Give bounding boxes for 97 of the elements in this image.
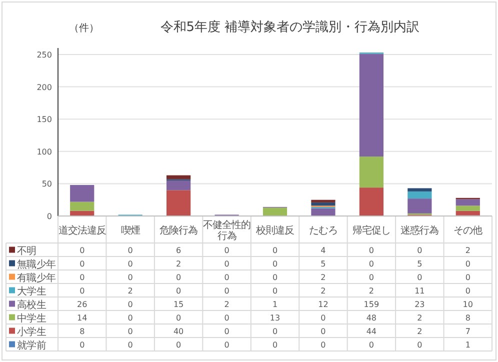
data-label: 0 bbox=[465, 272, 470, 282]
data-label: 48 bbox=[366, 313, 377, 322]
x-tick-label: たむろ bbox=[308, 226, 338, 236]
data-label: 40 bbox=[173, 326, 184, 336]
y-tick-label: 150 bbox=[36, 115, 52, 124]
data-label: 0 bbox=[80, 286, 85, 296]
x-tick-label: 喫煙 bbox=[120, 224, 140, 236]
data-label: 0 bbox=[224, 326, 230, 336]
data-label: 0 bbox=[224, 340, 230, 350]
data-label: 0 bbox=[128, 272, 133, 282]
data-label: 5 bbox=[320, 259, 326, 268]
data-label: 0 bbox=[368, 340, 374, 350]
x-tick-label: その他 bbox=[454, 224, 483, 236]
data-label: 14 bbox=[77, 313, 88, 322]
legend-label: 中学生 bbox=[17, 312, 46, 324]
data-label: 44 bbox=[366, 326, 377, 336]
data-label: 2 bbox=[176, 259, 182, 268]
data-label: 0 bbox=[272, 340, 278, 350]
data-label: 7 bbox=[465, 326, 470, 336]
data-label: 159 bbox=[364, 300, 380, 309]
y-tick-label: 250 bbox=[36, 50, 52, 60]
data-label: 0 bbox=[320, 313, 326, 322]
data-label: 0 bbox=[224, 313, 230, 322]
data-label: 2 bbox=[417, 326, 422, 336]
data-label: 0 bbox=[224, 259, 230, 268]
data-label: 0 bbox=[176, 272, 182, 282]
data-label: 0 bbox=[176, 313, 182, 322]
data-label: 0 bbox=[272, 272, 278, 282]
data-label: 8 bbox=[465, 313, 470, 322]
x-tick-label: 校則違反 bbox=[255, 224, 294, 236]
data-label: 0 bbox=[465, 286, 470, 296]
data-label: 2 bbox=[320, 272, 326, 282]
data-label: 0 bbox=[224, 246, 230, 255]
data-label: 1 bbox=[272, 300, 278, 309]
legend-label: 小学生 bbox=[17, 326, 46, 338]
data-label: 0 bbox=[80, 340, 85, 350]
data-label: 0 bbox=[224, 272, 230, 282]
data-label: 0 bbox=[128, 326, 133, 336]
data-label: 0 bbox=[128, 340, 133, 350]
x-tick-label: 帰宅促し bbox=[352, 224, 390, 236]
legend-label: 就学前 bbox=[17, 339, 46, 352]
data-label: 0 bbox=[417, 272, 422, 282]
data-label: 12 bbox=[318, 300, 328, 309]
data-label: 0 bbox=[176, 286, 182, 296]
legend-label: 有職少年 bbox=[17, 272, 56, 284]
y-tick-label: 200 bbox=[36, 82, 52, 92]
data-label: 0 bbox=[272, 246, 278, 255]
data-label: 6 bbox=[176, 246, 182, 255]
data-label: 0 bbox=[128, 313, 133, 322]
data-label: 23 bbox=[414, 300, 425, 309]
data-label: 0 bbox=[368, 246, 374, 255]
data-label: 2 bbox=[128, 286, 133, 296]
data-label: 0 bbox=[320, 326, 326, 336]
data-label: 0 bbox=[128, 300, 133, 309]
data-label: 2 bbox=[320, 286, 326, 296]
chart-title: 令和5年度 補導対象者の学識別・行為別内訳 bbox=[160, 19, 420, 35]
legend-label: 大学生 bbox=[17, 285, 46, 298]
data-label: 15 bbox=[173, 300, 184, 309]
data-label: 13 bbox=[270, 313, 280, 322]
x-tick-label: 迷惑行為 bbox=[400, 224, 440, 236]
data-label: 2 bbox=[465, 246, 470, 255]
data-label: 10 bbox=[462, 300, 473, 309]
data-label: 0 bbox=[465, 259, 470, 268]
data-label: 26 bbox=[77, 300, 88, 309]
legend-label: 不明 bbox=[17, 246, 36, 257]
y-tick-label: 50 bbox=[42, 180, 52, 189]
data-label: 2 bbox=[417, 313, 422, 322]
data-label: 0 bbox=[417, 246, 422, 255]
y-tick-label: 0 bbox=[46, 212, 52, 221]
y-axis-title: （件） bbox=[69, 23, 99, 34]
data-label: 8 bbox=[80, 326, 85, 336]
legend-label: 無職少年 bbox=[17, 258, 56, 270]
data-label: 0 bbox=[128, 246, 133, 255]
data-label: 0 bbox=[80, 259, 85, 268]
data-label: 0 bbox=[272, 259, 278, 268]
data-label: 11 bbox=[414, 286, 425, 296]
data-label: 0 bbox=[417, 340, 422, 350]
data-label: 0 bbox=[320, 340, 326, 350]
data-label: 0 bbox=[272, 286, 278, 296]
x-tick-label: 不健全性的行為 bbox=[203, 219, 252, 242]
data-label: 0 bbox=[272, 326, 278, 336]
legend-label: 高校生 bbox=[17, 298, 46, 311]
data-label: 5 bbox=[417, 259, 422, 268]
data-label: 0 bbox=[224, 286, 230, 296]
data-label: 2 bbox=[368, 286, 374, 296]
data-label: 1 bbox=[465, 340, 470, 350]
data-label: 4 bbox=[320, 246, 326, 255]
data-label: 2 bbox=[224, 300, 230, 309]
data-label: 0 bbox=[368, 259, 374, 268]
data-label: 0 bbox=[128, 259, 133, 268]
data-label: 0 bbox=[176, 340, 182, 350]
data-label: 0 bbox=[368, 272, 374, 282]
x-tick-label: 危険行為 bbox=[160, 224, 198, 236]
data-label: 0 bbox=[80, 246, 85, 255]
data-label: 0 bbox=[80, 272, 85, 282]
x-tick-label: 道交法違反 bbox=[58, 224, 106, 236]
y-tick-label: 100 bbox=[36, 147, 52, 156]
